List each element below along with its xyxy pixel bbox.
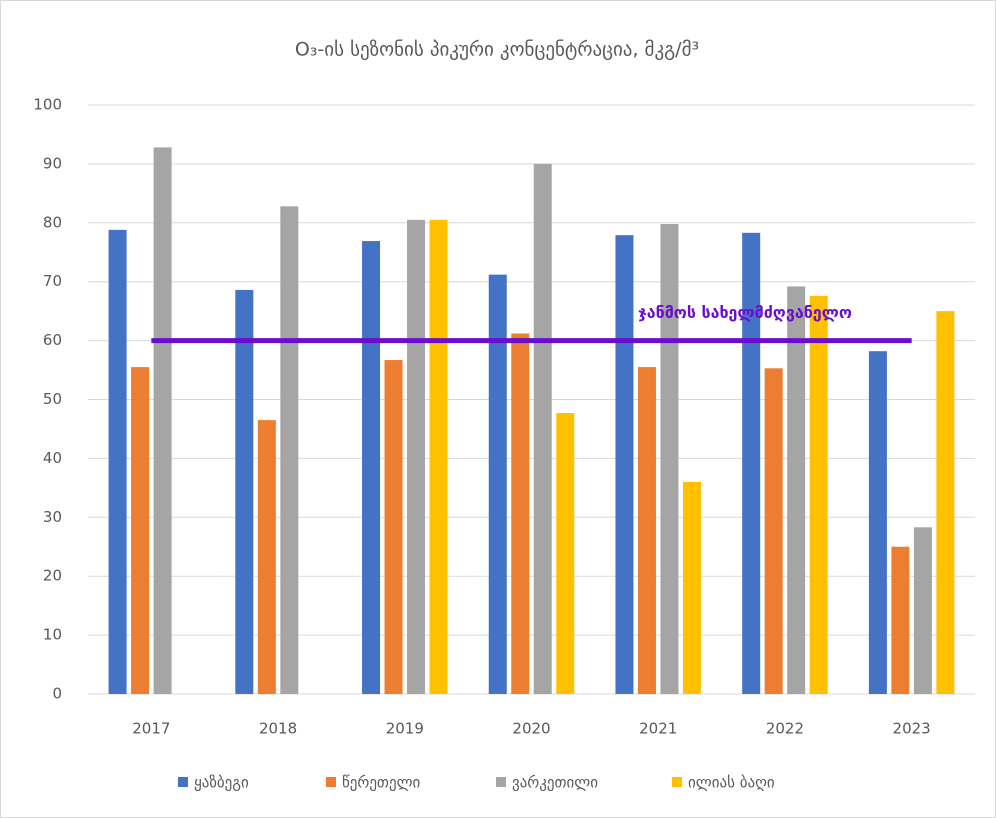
bar [637,367,656,694]
bar [787,286,806,694]
legend-label: ყაზბეგი [194,774,249,792]
legend-swatch [326,777,336,787]
legend-label: ილიას ბაღი [688,774,775,792]
x-tick-label: 2022 [766,720,804,738]
bar [108,229,127,695]
bar [891,546,910,694]
bar [764,368,783,694]
bar [615,235,634,694]
y-tick-label: 90 [43,154,62,172]
bar [384,360,403,694]
bar [362,241,381,694]
x-tick-label: 2023 [893,720,931,738]
bar [429,219,448,695]
bar [556,413,575,694]
threshold-label: ჯანმოს სახელმძღვანელო [638,303,852,322]
bar [533,163,552,694]
bar [153,147,172,694]
bar [682,481,701,694]
bar [488,274,507,694]
bar [868,351,887,694]
bar [809,295,828,694]
y-tick-label: 70 [43,272,62,290]
chart-title: O₃-ის სეზონის პიკური კონცენტრაცია, მკგ/მ… [295,39,699,61]
x-tick-label: 2018 [259,720,297,738]
legend-label: ვარკეთილი [512,774,598,792]
bar [235,289,254,694]
x-tick-label: 2019 [386,720,424,738]
legend-label: წერეთელი [342,774,421,792]
x-tick-label: 2017 [132,720,170,738]
y-tick-label: 10 [43,626,62,644]
y-tick-label: 100 [33,96,62,114]
x-tick-label: 2021 [639,720,677,738]
bar [131,367,150,694]
legend-swatch [496,777,506,787]
y-tick-label: 80 [43,213,62,231]
y-tick-label: 40 [43,449,62,467]
bar [511,333,530,694]
bar [660,223,679,694]
bar [742,232,761,695]
y-tick-label: 50 [43,390,62,408]
y-tick-label: 30 [43,508,62,526]
y-tick-label: 20 [43,567,62,585]
x-tick-label: 2020 [512,720,550,738]
bar [407,219,426,695]
bar [257,420,276,694]
legend-swatch [672,777,682,787]
bar [280,206,299,695]
legend-swatch [178,777,188,787]
bar [936,311,955,694]
y-tick-label: 0 [52,685,62,703]
y-tick-label: 60 [43,331,62,349]
bar [913,527,932,694]
